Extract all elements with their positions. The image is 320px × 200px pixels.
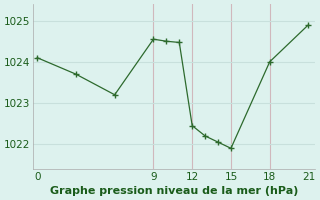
X-axis label: Graphe pression niveau de la mer (hPa): Graphe pression niveau de la mer (hPa) xyxy=(50,186,298,196)
